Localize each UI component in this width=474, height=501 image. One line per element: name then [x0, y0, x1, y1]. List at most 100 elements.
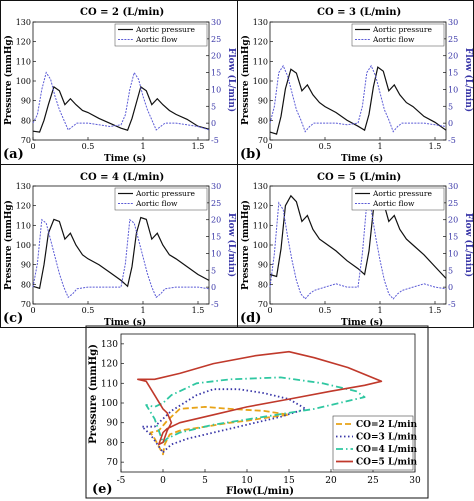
panel-d-letter: (d)	[240, 311, 261, 326]
panel-b-y2tick-label: 0	[448, 119, 453, 128]
panel-d-legend-box	[351, 187, 445, 211]
panel-c-y2label: Flow (L/min)	[226, 213, 237, 277]
panel-a-ytick-label: 100	[16, 77, 31, 86]
panel-e-texts: (e) Flow(L/min) Pressure (mmHg)	[88, 344, 294, 497]
panel-c-ytick-label: 110	[16, 221, 31, 230]
panel-c-legend-label: Aortic pressure	[135, 189, 195, 198]
panel-c-ytick-label: 100	[16, 241, 31, 250]
panel-a-ytick-label: 130	[16, 18, 31, 27]
panel-d-xlabel: Time (s)	[341, 317, 383, 328]
panel-e-ytick-label: 110	[101, 379, 118, 389]
panel-d-ytick-label: 80	[258, 280, 268, 289]
panel-c-y2tick-label: 5	[211, 266, 216, 275]
panel-c-series-aortic-pressure	[32, 216, 210, 290]
panel-d-y2label: Flow (L/min)	[463, 213, 474, 277]
panel-a-ytick-label: 70	[21, 136, 31, 145]
panel-a-series-aortic-flow	[32, 71, 210, 131]
panel-a-title: CO = 2 (L/min)	[80, 7, 164, 18]
panel-c-ytick-label: 90	[21, 261, 31, 270]
panel-b-y2tick-label: 15	[448, 69, 458, 78]
panel-d-y2tick-label: 5	[448, 266, 453, 275]
panel-a-legend-label: Aortic pressure	[135, 25, 195, 34]
panel-b-xlabel: Time (s)	[341, 153, 383, 164]
panel-c-xtick-label: 1	[140, 306, 145, 315]
panel-d-ylabel: Pressure (mmHg)	[240, 200, 251, 290]
panel-a-y2tick-label: 20	[211, 52, 221, 61]
panel-a-y2tick-label: 5	[211, 102, 216, 111]
panel-d-ytick-label: 110	[253, 221, 268, 230]
panel-c-letter: (c)	[3, 311, 23, 326]
panel-b-y2tick-label: 10	[448, 85, 458, 94]
panel-a-ylabel: Pressure (mmHg)	[3, 35, 14, 125]
panel-b-xtick-label: 1.5	[429, 142, 442, 151]
panel-b-plot: 70 80 90 100 110 120 130 -5 0 5 10 15 20 25 30 0 0.5 1 1.5…	[253, 18, 458, 151]
panel-e-plot: 70 80 90 100 110 120 130 -5 0 5 10 15 20 25 30 CO=2 L/m…	[85, 325, 429, 499]
panel-a-plot: 70 80 90 100 110 120 130 -5 0 5 10 15 20 25 30 0 0.5 1 1.5…	[16, 18, 221, 151]
panel-d-texts: CO = 5 (L/min) (d) Time (s) Pressure (mm…	[240, 172, 474, 328]
panel-e-letter: (e)	[92, 482, 113, 497]
panel-a-letter: (a)	[3, 147, 24, 162]
panel-b-legend-label: Aortic flow	[372, 35, 415, 44]
panel-c-ytick-label: 70	[21, 300, 31, 309]
panel-a-xlabel: Time (s)	[104, 153, 146, 164]
panel-c-series-aortic-flow	[32, 218, 210, 299]
panel-b-ytick-label: 110	[253, 57, 268, 66]
panel-d-legend-label: Aortic flow	[372, 199, 415, 208]
panel-d-ytick-label: 70	[258, 300, 268, 309]
panel-a-legend-box	[114, 23, 208, 47]
panel-a-y2tick-label: 25	[211, 35, 221, 44]
panel-c-ytick-label: 120	[16, 202, 31, 211]
panel-b-y2tick-label: 20	[448, 52, 458, 61]
panel-e-legend-label: CO=2 L/min	[356, 420, 417, 430]
panel-c-xtick-label: 0.5	[82, 306, 95, 315]
panel-c-legend-label: Aortic flow	[135, 199, 178, 208]
panel-c-xlabel: Time (s)	[104, 317, 146, 328]
panel-e-xtick-label: 25	[367, 476, 379, 486]
panel-b-ytick-label: 130	[253, 18, 268, 27]
panel-d-ytick-label: 130	[253, 182, 268, 191]
panel-b-legend-box	[351, 23, 445, 47]
panel-b-texts: CO = 3 (L/min) (b) Time (s) Pressure (mm…	[240, 7, 474, 164]
panel-c-ytick-label: 80	[21, 280, 31, 289]
panel-c-y2tick-label: 10	[211, 249, 221, 258]
panel-b-xtick-label: 1	[377, 142, 382, 151]
panel-b-ytick-label: 80	[258, 116, 268, 125]
panel-c-texts: CO = 4 (L/min) (c) Time (s) Pressure (mm…	[3, 172, 237, 328]
panel-e-xtick-label: 5	[202, 476, 208, 486]
panel-a-ytick-label: 80	[21, 116, 31, 125]
panel-a-y2tick-label: 0	[211, 119, 216, 128]
panel-e-series-co2	[149, 406, 290, 456]
panel-c-y2tick-label: 25	[211, 199, 221, 208]
panel-b-letter: (b)	[240, 147, 261, 162]
panel-d-xtick-label: 1	[377, 306, 382, 315]
panel-b-xtick-label: 0.5	[319, 142, 332, 151]
panel-c-y2tick-label: 30	[211, 182, 221, 191]
panel-e-ytick-label: 90	[107, 419, 119, 429]
panel-b-y2tick-label: -5	[448, 136, 456, 145]
panel-a-y2tick-label: 30	[211, 18, 221, 27]
panel-a-xtick-label: 0.5	[82, 142, 95, 151]
panel-e-xtick-label: 30	[409, 476, 421, 486]
panel-a-ytick-label: 120	[16, 38, 31, 47]
panel-d-ytick-label: 90	[258, 261, 268, 270]
panel-a-texts: CO = 2 (L/min) (a) Time (s) Pressure (mm…	[3, 7, 237, 164]
panel-b-y2label: Flow (L/min)	[463, 48, 474, 112]
panel-a-xtick-label: 1.5	[192, 142, 205, 151]
panel-c-xtick-label: 1.5	[192, 306, 205, 315]
panel-d-series-aortic-pressure	[269, 194, 447, 279]
panel-c-legend-box	[114, 187, 208, 211]
panel-a-ytick-label: 90	[21, 97, 31, 106]
panel-d-ytick-label: 100	[253, 241, 268, 250]
panel-d-y2tick-label: -5	[448, 300, 456, 309]
panel-e-xtick-label: 0	[160, 476, 166, 486]
panel-b-xtick-label: 0	[267, 142, 272, 151]
panel-c-ytick-label: 130	[16, 182, 31, 191]
panel-d-xtick-label: 1.5	[429, 306, 442, 315]
panel-a-y2tick-label: 15	[211, 69, 221, 78]
panel-e-xtick-label: 10	[241, 476, 253, 486]
panel-e-legend-label: CO=4 L/min	[356, 445, 417, 455]
panel-e-legend-label: CO=5 L/min	[356, 458, 417, 468]
panel-d-y2tick-label: 10	[448, 249, 458, 258]
